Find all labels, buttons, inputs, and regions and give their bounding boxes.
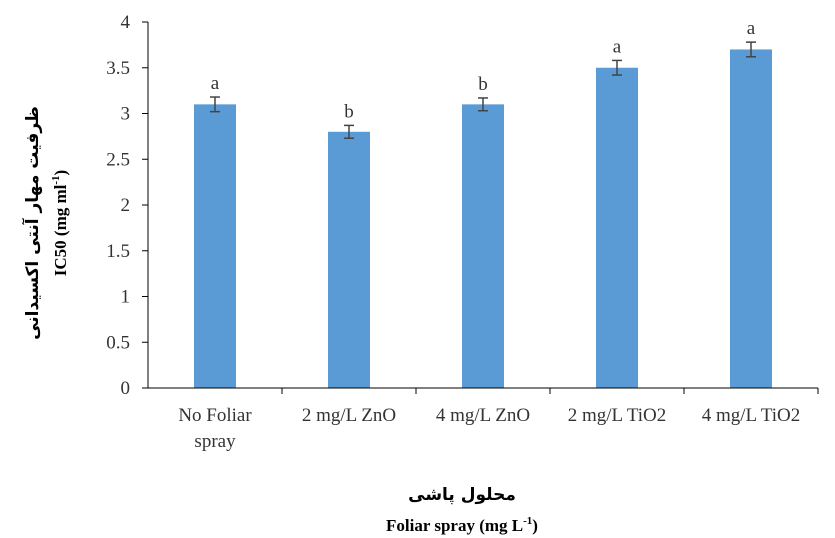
y-axis-title-english: IC50 (mg ml-1) (50, 170, 70, 276)
significance-letters: a b b a a (211, 18, 756, 122)
x-tick-label: 2 mg/L TiO2 (568, 405, 667, 426)
x-tick-label: No Foliar (178, 405, 252, 426)
y-tick-label: 1 (121, 287, 131, 308)
error-bar (746, 41, 756, 58)
error-bar (612, 59, 622, 76)
error-bars (210, 41, 756, 139)
significance-letter: a (211, 73, 220, 94)
x-tick-label: spray (194, 431, 236, 452)
significance-letter: a (613, 36, 622, 57)
y-tick-label: 1.5 (106, 241, 130, 262)
y-tick-label: 0.5 (106, 332, 130, 353)
y-tick-label: 3.5 (106, 58, 130, 79)
error-bar (344, 124, 354, 139)
x-tick-label: 2 mg/L ZnO (302, 405, 396, 426)
y-tick-label: 4 (121, 12, 131, 33)
bar (328, 131, 370, 389)
y-tick-label: 0 (121, 378, 131, 399)
bar (596, 67, 638, 388)
y-axis-title-persian: ظرفیت مهار آنتی اکسیدانی (21, 106, 43, 340)
y-tick-label: 3 (121, 104, 131, 125)
bars (194, 49, 772, 389)
error-bar (210, 96, 220, 113)
error-bar (478, 97, 488, 112)
bar (194, 104, 236, 388)
bar (462, 104, 504, 388)
bar (730, 49, 772, 388)
significance-letter: b (344, 101, 354, 122)
x-axis-title-persian: محلول پاشی (408, 485, 516, 505)
x-tick-label: 4 mg/L ZnO (436, 405, 530, 426)
x-axis-ticks: No Foliar spray 2 mg/L ZnO 4 mg/L ZnO 2 mg/L… (178, 388, 819, 452)
x-axis-title-english: Foliar spray (mg L-1) (386, 515, 538, 535)
y-axis-ticks: 0 0.5 1 1.5 2 2.5 3 3.5 4 (106, 12, 148, 399)
x-tick-label: 4 mg/L TiO2 (702, 405, 801, 426)
y-tick-label: 2.5 (106, 149, 130, 170)
significance-letter: a (747, 18, 756, 39)
significance-letter: b (478, 74, 488, 95)
y-tick-label: 2 (121, 195, 131, 216)
